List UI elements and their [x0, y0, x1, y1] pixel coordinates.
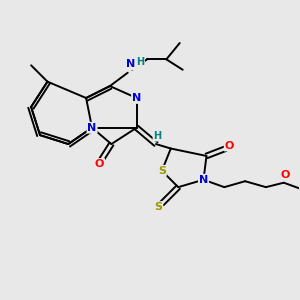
- Text: N: N: [126, 59, 135, 69]
- Text: O: O: [95, 159, 104, 169]
- Text: H: H: [136, 57, 144, 67]
- Text: H: H: [153, 131, 161, 141]
- Text: N: N: [87, 123, 97, 133]
- Text: N: N: [132, 93, 141, 103]
- Text: O: O: [225, 140, 234, 151]
- Text: N: N: [199, 175, 208, 185]
- Text: S: S: [154, 202, 162, 212]
- Text: O: O: [280, 170, 290, 180]
- Text: S: S: [158, 166, 166, 176]
